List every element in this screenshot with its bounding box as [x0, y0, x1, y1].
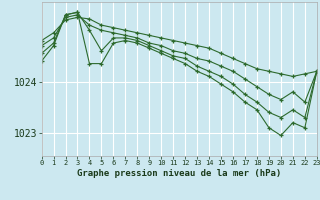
X-axis label: Graphe pression niveau de la mer (hPa): Graphe pression niveau de la mer (hPa): [77, 169, 281, 178]
